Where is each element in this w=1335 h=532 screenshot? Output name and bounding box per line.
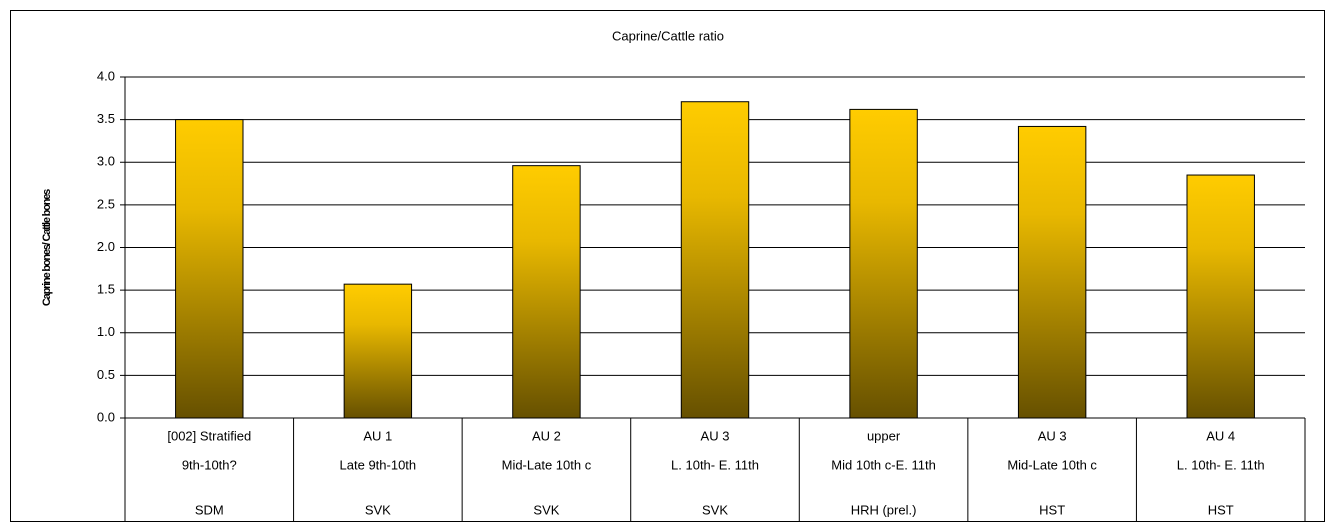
x-tick-label: L. 10th- E. 11th: [671, 457, 759, 472]
x-tick-label: L. 10th- E. 11th: [1177, 457, 1265, 472]
x-tick-label: AU 4: [1206, 428, 1235, 443]
x-tick-label: AU 2: [532, 428, 561, 443]
bar: [175, 119, 244, 419]
y-tick-label: 0.5: [97, 367, 115, 382]
y-tick-label: 2.0: [97, 239, 115, 254]
bar: [1017, 125, 1087, 419]
x-tick-label: Late 9th-10th: [340, 457, 417, 472]
x-tick-label: upper: [867, 428, 901, 443]
x-tick-label: SVK: [533, 502, 559, 517]
bar: [1186, 174, 1255, 419]
bar: [680, 101, 750, 419]
x-tick-label: SVK: [702, 502, 728, 517]
x-tick-label: AU 3: [701, 428, 730, 443]
x-tick-label: AU 1: [363, 428, 392, 443]
chart-title: Caprine/Cattle ratio: [612, 28, 724, 43]
y-tick-label: 3.5: [97, 111, 115, 126]
bar: [512, 165, 581, 419]
x-tick-label: Mid-Late 10th c: [502, 457, 592, 472]
bar: [343, 283, 413, 419]
x-tick-label: 9th-10th?: [182, 457, 237, 472]
x-tick-label: [002] Stratified: [167, 428, 251, 443]
y-tick-label: 1.0: [97, 324, 115, 339]
bar: [849, 108, 918, 419]
x-tick-label: HST: [1039, 502, 1065, 517]
y-tick-label: 4.0: [97, 68, 115, 83]
x-tick-label: AU 3: [1038, 428, 1067, 443]
y-tick-label: 1.5: [97, 282, 115, 297]
y-tick-label: 0.0: [97, 409, 115, 424]
x-tick-label: SDM: [195, 502, 224, 517]
x-tick-label: HST: [1208, 502, 1234, 517]
y-tick-label: 2.5: [97, 196, 115, 211]
y-tick-label: 3.0: [97, 154, 115, 169]
x-tick-label: Mid-Late 10th c: [1007, 457, 1097, 472]
x-tick-label: Mid 10th c-E. 11th: [831, 457, 936, 472]
x-tick-label: SVK: [365, 502, 391, 517]
x-tick-label: HRH (prel.): [851, 502, 917, 517]
y-axis-label: Caprine bones/ Cattle bones: [41, 189, 53, 306]
